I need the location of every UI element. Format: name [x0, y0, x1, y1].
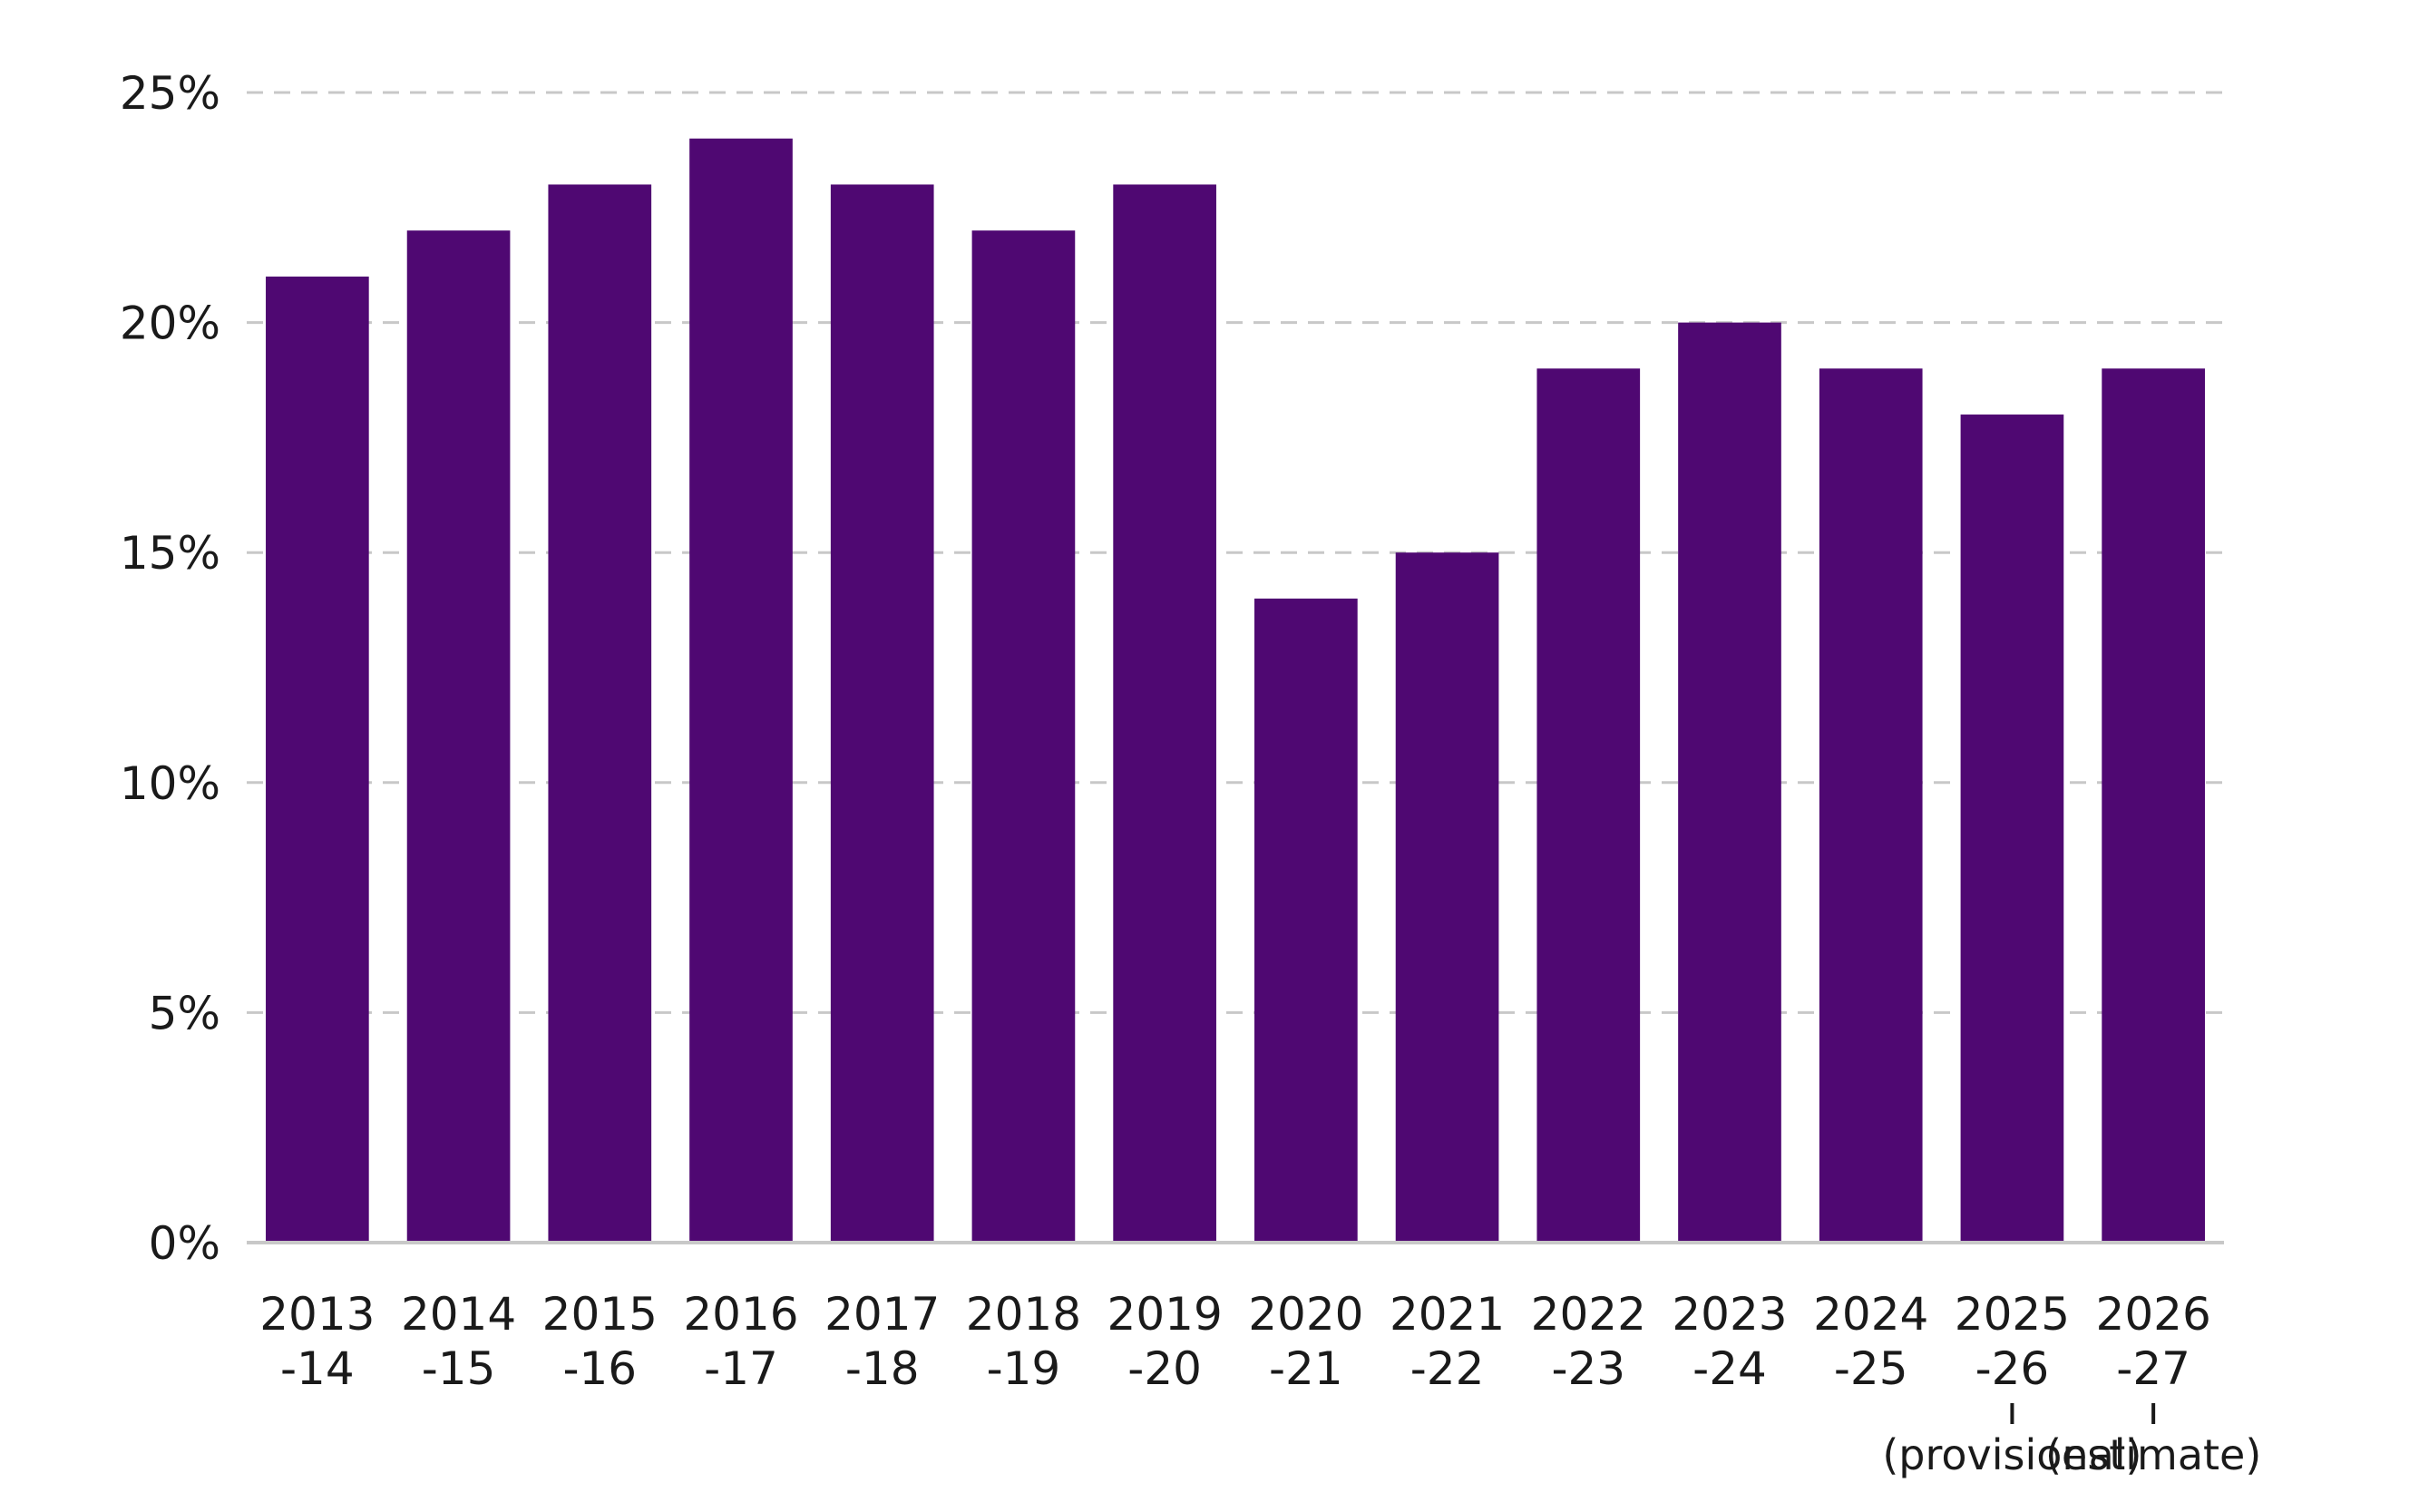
annotation-label: (provisional) [1882, 1430, 2141, 1479]
bar [1536, 368, 1641, 1243]
y-tick-label: 20% [120, 298, 220, 350]
bar [2102, 368, 2205, 1243]
bar [548, 184, 652, 1244]
bars [266, 138, 2205, 1244]
y-axis-tick-labels: 0% 5% 10% 15% 20% 25% [120, 67, 220, 1270]
bar [1395, 552, 1499, 1243]
x-tick-label: 2022 -23 [1531, 1288, 1646, 1395]
bar-annotations: (provisional)(estimate) [1882, 1403, 2261, 1479]
x-tick-label: 2016 -17 [683, 1288, 798, 1395]
x-tick-label: 2023 -24 [1672, 1288, 1787, 1395]
bar [689, 138, 793, 1244]
bar [406, 230, 511, 1243]
x-tick-label: 2020 -21 [1248, 1288, 1363, 1395]
y-tick-label: 25% [120, 67, 220, 120]
annotation-label: (estimate) [2045, 1430, 2261, 1479]
x-tick-label: 2017 -18 [824, 1288, 940, 1395]
x-tick-label: 2018 -19 [966, 1288, 1081, 1395]
y-tick-label: 0% [149, 1217, 220, 1270]
bar [1960, 415, 2064, 1243]
x-tick-label: 2015 -16 [542, 1288, 658, 1395]
y-tick-label: 15% [120, 527, 220, 580]
y-tick-label: 5% [149, 987, 220, 1039]
bar [266, 276, 369, 1243]
bar [1254, 598, 1358, 1243]
y-tick-label: 10% [120, 757, 220, 810]
x-tick-label: 2024 -25 [1813, 1288, 1928, 1395]
bar [830, 184, 934, 1244]
bar [1819, 368, 1923, 1243]
x-tick-label: 2014 -15 [401, 1288, 516, 1395]
x-tick-label: 2019 -20 [1107, 1288, 1223, 1395]
gridlines [247, 91, 2224, 1014]
bar [1113, 184, 1216, 1244]
x-tick-label: 2025 -26 [1955, 1288, 2070, 1395]
x-tick-label: 2013 -14 [259, 1288, 375, 1395]
x-tick-label: 2021 -22 [1390, 1288, 1505, 1395]
x-tick-label: 2026 -27 [2096, 1288, 2211, 1395]
bar [1678, 322, 1781, 1244]
bar [971, 230, 1076, 1243]
